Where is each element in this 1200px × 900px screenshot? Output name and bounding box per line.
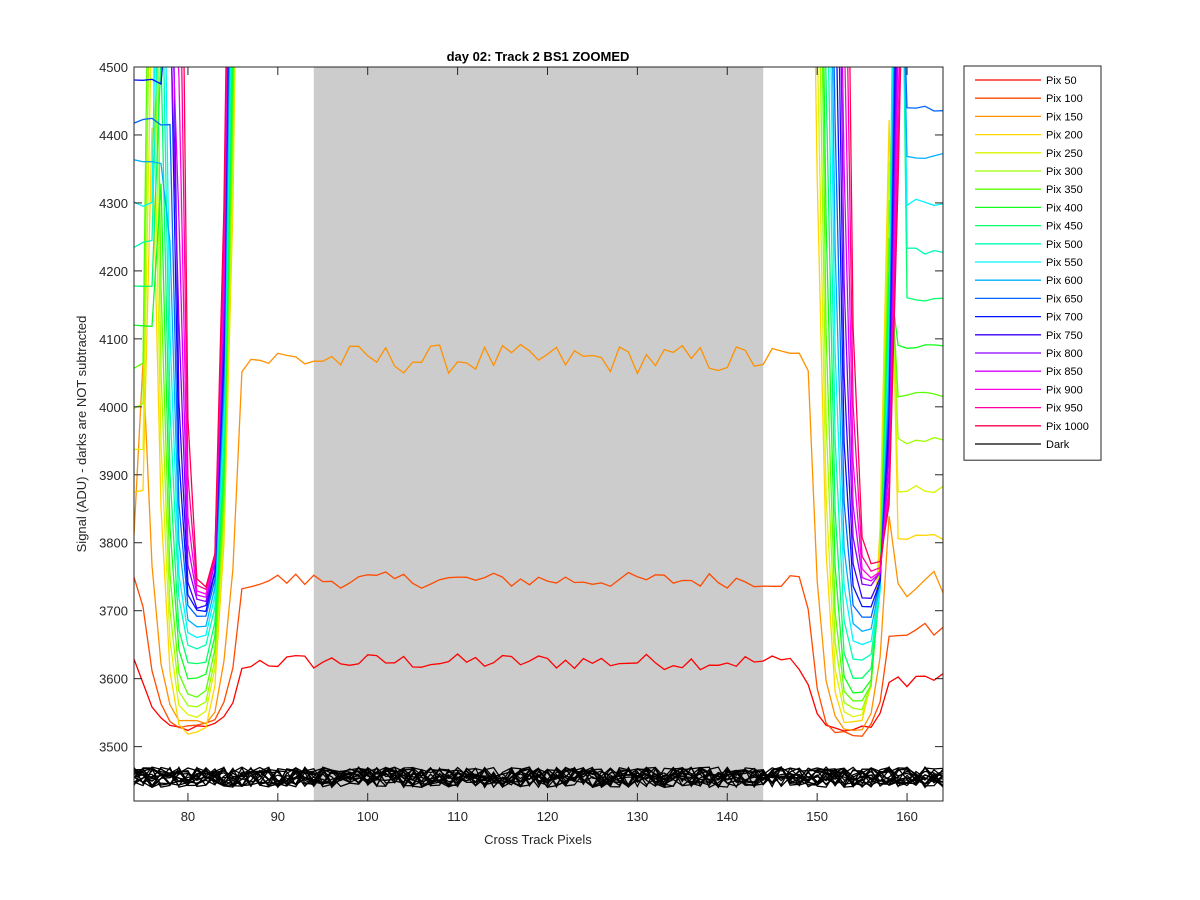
plot-area [134,67,943,801]
series-line-dark-15 [134,766,943,788]
legend-label-pix-500: Pix 500 [1046,239,1083,251]
series-line-pix-150 [134,343,943,732]
series-lines [134,67,943,789]
legend-label-pix-550: Pix 550 [1046,257,1083,269]
series-line-pix-50 [134,653,943,732]
x-tick-label-150: 150 [806,809,828,824]
y-tick-label-3500: 3500 [99,740,128,755]
legend-label-pix-50: Pix 50 [1046,75,1077,87]
y-axis-title: Signal (ADU) - darks are NOT subtracted [74,316,89,553]
legend-label-pix-100: Pix 100 [1046,93,1083,105]
x-tick-label-140: 140 [716,809,738,824]
x-tick-label-80: 80 [181,809,195,824]
legend-label-pix-250: Pix 250 [1046,148,1083,160]
y-tick-label-3800: 3800 [99,536,128,551]
series-line-dark-16 [134,766,943,789]
legend-label-pix-450: Pix 450 [1046,221,1083,233]
legend-label-pix-300: Pix 300 [1046,166,1083,178]
legend: Pix 50 Pix 100 Pix 150 Pix 200 Pix 250 Pix 30… [963,65,1102,461]
y-tick-label-4500: 4500 [99,60,128,75]
x-tick-label-90: 90 [271,809,285,824]
legend-label-pix-200: Pix 200 [1046,130,1083,142]
legend-label-pix-350: Pix 350 [1046,184,1083,196]
shaded-region [313,67,764,801]
legend-label-pix-800: Pix 800 [1046,348,1083,360]
legend-label-pix-750: Pix 750 [1046,330,1083,342]
y-tick-label-4000: 4000 [99,400,128,415]
y-tick-label-3900: 3900 [99,468,128,483]
series-line-dark-9 [134,766,943,789]
x-tick-label-120: 120 [537,809,559,824]
legend-label-pix-600: Pix 600 [1046,275,1083,287]
legend-label-dark: Dark [1046,439,1070,451]
legend-label-pix-1000: Pix 1000 [1046,421,1089,433]
legend-label-pix-900: Pix 900 [1046,384,1083,396]
x-tick-label-130: 130 [627,809,649,824]
x-tick-label-100: 100 [357,809,379,824]
x-axis-title: Cross Track Pixels [484,832,592,847]
legend-label-pix-700: Pix 700 [1046,312,1083,324]
x-tick-label-110: 110 [447,809,468,824]
legend-box [963,65,1102,461]
axes-box [133,66,944,802]
series-line-pix-100 [134,571,943,737]
y-tick-label-4200: 4200 [99,264,128,279]
axes: 80 90 100 110 120 130 140 150 160 3500 3600 3700 380… [99,60,944,824]
y-tick-label-4300: 4300 [99,196,128,211]
y-tick-label-4400: 4400 [99,128,128,143]
legend-label-pix-650: Pix 650 [1046,293,1083,305]
y-tick-label-4100: 4100 [99,332,128,347]
legend-label-pix-150: Pix 150 [1046,111,1083,123]
legend-label-pix-400: Pix 400 [1046,202,1083,214]
x-tick-label-160: 160 [896,809,918,824]
legend-label-pix-850: Pix 850 [1046,366,1083,378]
chart-title: day 02: Track 2 BS1 ZOOMED [447,49,630,64]
y-tick-label-3600: 3600 [99,672,128,687]
y-tick-label-3700: 3700 [99,604,128,619]
series-line-dark-12 [134,765,943,789]
legend-label-pix-950: Pix 950 [1046,403,1083,415]
